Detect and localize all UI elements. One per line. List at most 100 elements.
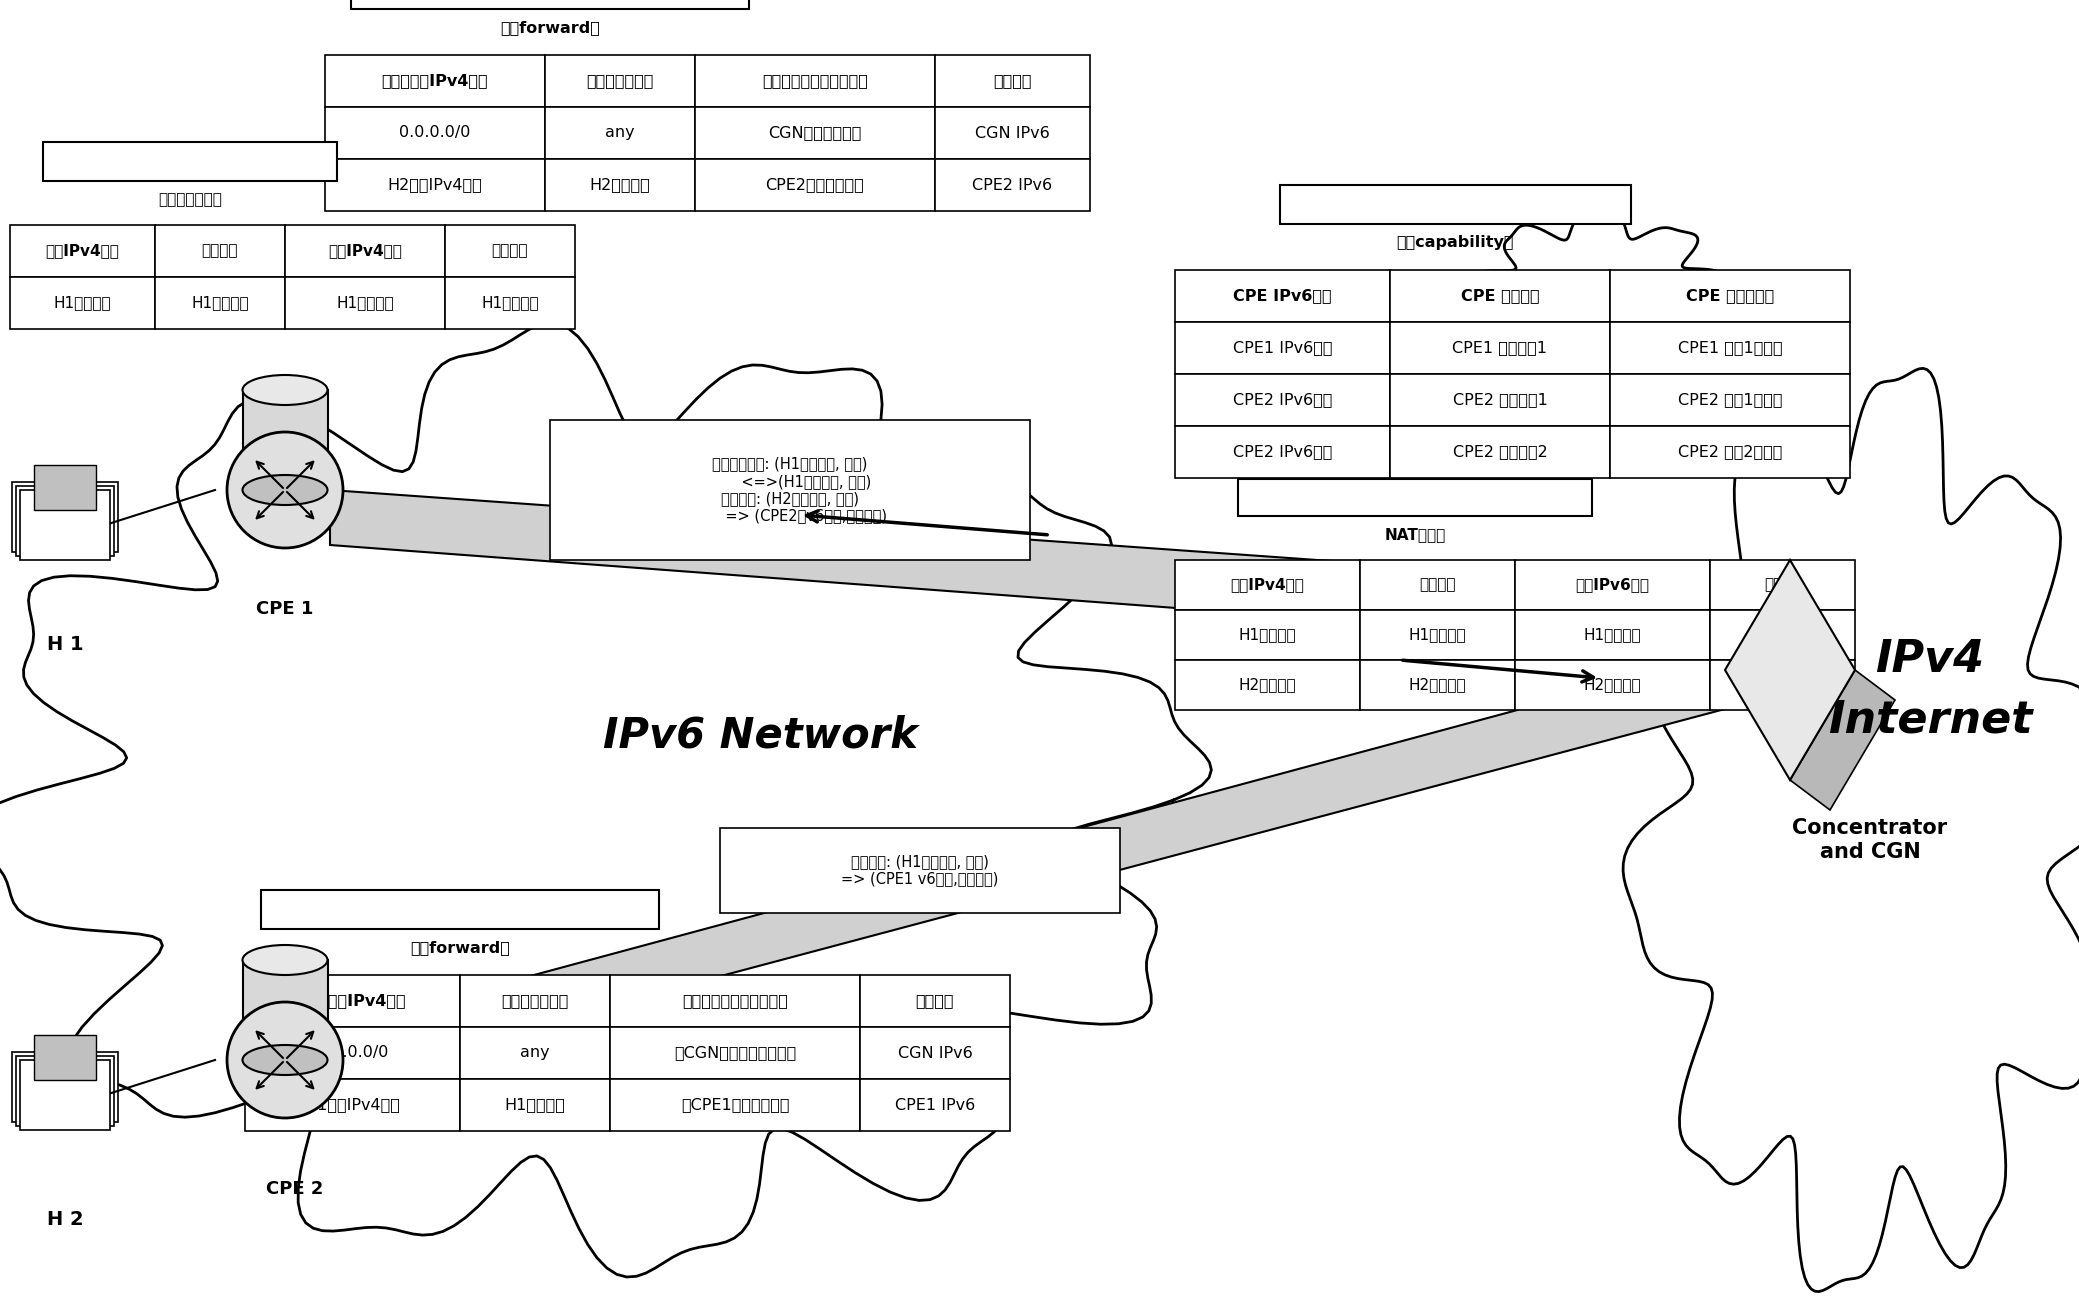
Text: H2私有端口: H2私有端口 xyxy=(1410,678,1466,692)
Polygon shape xyxy=(1790,670,1894,810)
FancyBboxPatch shape xyxy=(245,1079,459,1130)
Polygon shape xyxy=(1624,369,2079,1292)
FancyBboxPatch shape xyxy=(33,465,96,509)
Text: 转发信息: (H1公有地址, 端口)
=> (CPE1 v6地址,隧道类型): 转发信息: (H1公有地址, 端口) => (CPE1 v6地址,隧道类型) xyxy=(842,853,998,886)
FancyBboxPatch shape xyxy=(243,390,328,490)
FancyBboxPatch shape xyxy=(1516,561,1711,611)
FancyBboxPatch shape xyxy=(324,55,545,106)
Text: H1私有地址: H1私有地址 xyxy=(1239,628,1297,642)
FancyBboxPatch shape xyxy=(1175,374,1391,425)
Polygon shape xyxy=(0,323,1212,1278)
Text: CPE 隧道类型: CPE 隧道类型 xyxy=(1462,289,1538,303)
Text: CPE1 隧道类型1: CPE1 隧道类型1 xyxy=(1453,340,1547,356)
Text: H1私有地址: H1私有地址 xyxy=(54,295,112,310)
Text: 本地地址映射表: 本地地址映射表 xyxy=(158,193,222,207)
Text: H2公有端口: H2公有端口 xyxy=(1755,678,1811,692)
FancyBboxPatch shape xyxy=(1391,270,1609,322)
Text: H1公有端口: H1公有端口 xyxy=(1755,628,1811,642)
Text: IPv4: IPv4 xyxy=(1875,638,1985,681)
FancyBboxPatch shape xyxy=(861,1079,1010,1130)
FancyBboxPatch shape xyxy=(694,55,936,106)
FancyBboxPatch shape xyxy=(1711,660,1854,710)
Text: 目的端公有IPv4地址: 目的端公有IPv4地址 xyxy=(383,74,489,88)
Text: H 2: H 2 xyxy=(46,1211,83,1229)
Text: 所经路径支持的隧道类型: 所经路径支持的隧道类型 xyxy=(682,994,788,1008)
FancyBboxPatch shape xyxy=(245,1027,459,1079)
Text: CPE 1: CPE 1 xyxy=(256,600,314,618)
Text: 转发forward表: 转发forward表 xyxy=(501,21,601,35)
Text: H1公有地址: H1公有地址 xyxy=(337,295,393,310)
Text: 私有端口: 私有端口 xyxy=(1420,578,1455,592)
FancyBboxPatch shape xyxy=(17,1056,114,1127)
FancyBboxPatch shape xyxy=(545,106,694,159)
FancyBboxPatch shape xyxy=(609,976,861,1027)
Text: CPE2 IPv6地址: CPE2 IPv6地址 xyxy=(1233,393,1333,407)
FancyBboxPatch shape xyxy=(324,159,545,211)
Text: CPE 隧道优先级: CPE 隧道优先级 xyxy=(1686,289,1773,303)
FancyBboxPatch shape xyxy=(12,1052,119,1123)
FancyBboxPatch shape xyxy=(245,976,459,1027)
Text: 公有IPv4地址: 公有IPv4地址 xyxy=(328,243,401,259)
FancyBboxPatch shape xyxy=(1175,322,1391,374)
FancyBboxPatch shape xyxy=(351,0,748,8)
FancyBboxPatch shape xyxy=(1175,611,1360,660)
FancyBboxPatch shape xyxy=(936,159,1089,211)
Text: Concentrator
and CGN: Concentrator and CGN xyxy=(1792,818,1948,861)
Text: IPv6 Network: IPv6 Network xyxy=(603,714,917,756)
FancyBboxPatch shape xyxy=(545,159,694,211)
Text: H1公有端口: H1公有端口 xyxy=(480,295,538,310)
Text: 公有端口: 公有端口 xyxy=(493,243,528,259)
Text: 与CGN之间所用隧道类型: 与CGN之间所用隧道类型 xyxy=(674,1045,796,1061)
Text: 目的端公有端口: 目的端公有端口 xyxy=(501,994,570,1008)
Text: H2公有IPv4地址: H2公有IPv4地址 xyxy=(387,177,482,193)
Text: H2私有地址: H2私有地址 xyxy=(1239,678,1297,692)
FancyBboxPatch shape xyxy=(1609,425,1850,478)
Ellipse shape xyxy=(243,376,328,404)
FancyBboxPatch shape xyxy=(1175,561,1360,611)
Text: 私有IPv4地址: 私有IPv4地址 xyxy=(46,243,119,259)
Text: 目的端公有端口: 目的端公有端口 xyxy=(586,74,653,88)
Text: CPE2 IPv6: CPE2 IPv6 xyxy=(973,177,1052,193)
FancyBboxPatch shape xyxy=(10,277,156,330)
FancyBboxPatch shape xyxy=(459,976,609,1027)
Text: CPE 2: CPE 2 xyxy=(266,1180,324,1197)
Text: CPE2 隧道1优先级: CPE2 隧道1优先级 xyxy=(1678,393,1782,407)
FancyBboxPatch shape xyxy=(545,55,694,106)
FancyBboxPatch shape xyxy=(10,225,156,277)
FancyBboxPatch shape xyxy=(21,490,110,561)
FancyBboxPatch shape xyxy=(44,142,337,180)
FancyBboxPatch shape xyxy=(1175,425,1391,478)
Text: 0.0.0.0/0: 0.0.0.0/0 xyxy=(399,126,470,140)
Text: CPE1 隧道1优先级: CPE1 隧道1优先级 xyxy=(1678,340,1782,356)
Text: CGN之间隧道类型: CGN之间隧道类型 xyxy=(769,126,861,140)
Text: 到CPE1所用隧道类型: 到CPE1所用隧道类型 xyxy=(680,1098,790,1112)
FancyBboxPatch shape xyxy=(1239,479,1593,516)
FancyBboxPatch shape xyxy=(156,277,285,330)
FancyBboxPatch shape xyxy=(551,420,1029,561)
FancyBboxPatch shape xyxy=(262,889,659,928)
FancyBboxPatch shape xyxy=(861,976,1010,1027)
Circle shape xyxy=(227,1002,343,1117)
FancyBboxPatch shape xyxy=(1711,611,1854,660)
Text: CPE2 IPv6地址: CPE2 IPv6地址 xyxy=(1233,445,1333,460)
Text: H1私有端口: H1私有端口 xyxy=(191,295,249,310)
FancyBboxPatch shape xyxy=(1609,270,1850,322)
FancyBboxPatch shape xyxy=(21,1060,110,1130)
Text: H1私有端口: H1私有端口 xyxy=(1410,628,1466,642)
FancyBboxPatch shape xyxy=(285,225,445,277)
FancyBboxPatch shape xyxy=(12,482,119,551)
FancyBboxPatch shape xyxy=(861,1027,1010,1079)
Ellipse shape xyxy=(243,475,328,506)
FancyBboxPatch shape xyxy=(936,55,1089,106)
Text: CGN IPv6: CGN IPv6 xyxy=(898,1045,973,1061)
Text: CPE2 隧道类型1: CPE2 隧道类型1 xyxy=(1453,393,1547,407)
Text: CGN IPv6: CGN IPv6 xyxy=(975,126,1050,140)
Polygon shape xyxy=(331,490,1740,650)
Text: 权能capability表: 权能capability表 xyxy=(1397,235,1514,251)
Text: NAT映射表: NAT映射表 xyxy=(1385,528,1445,542)
FancyBboxPatch shape xyxy=(1391,374,1609,425)
FancyBboxPatch shape xyxy=(1516,660,1711,710)
Text: H1公有端口: H1公有端口 xyxy=(505,1098,565,1112)
FancyBboxPatch shape xyxy=(156,225,285,277)
Text: H2公有端口: H2公有端口 xyxy=(590,177,651,193)
